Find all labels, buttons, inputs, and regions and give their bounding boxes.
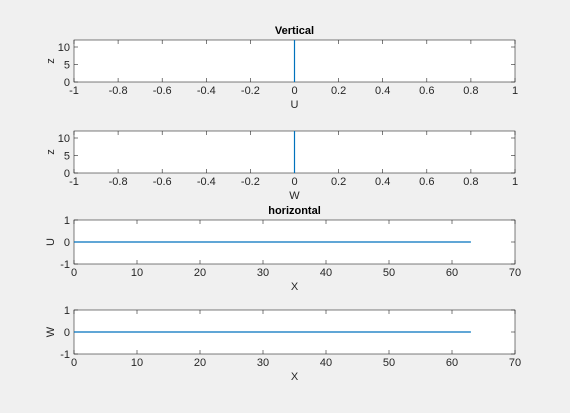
- x-tick-label: -0.4: [197, 85, 216, 97]
- x-tick-label: 10: [131, 267, 143, 279]
- x-tick-label: 0.6: [419, 176, 434, 188]
- x-tick-label: 20: [194, 357, 206, 369]
- x-tick-label: 40: [320, 357, 332, 369]
- y-axis-label: z: [45, 58, 57, 64]
- y-tick-label: 0: [64, 77, 70, 89]
- x-tick-label: 20: [194, 267, 206, 279]
- x-tick-label: 30: [257, 357, 269, 369]
- y-tick-label: -1: [60, 349, 70, 361]
- y-tick-label: 0: [64, 327, 70, 339]
- x-tick-label: 0: [71, 267, 77, 279]
- y-tick-label: 1: [64, 305, 70, 317]
- x-tick-label: 0.4: [375, 85, 390, 97]
- x-tick-label: 70: [509, 267, 521, 279]
- x-tick-label: 50: [383, 267, 395, 279]
- x-tick-label: -1: [69, 85, 79, 97]
- x-tick-label: -0.2: [241, 85, 260, 97]
- x-tick-label: -0.6: [153, 176, 172, 188]
- x-tick-label: 0.2: [331, 176, 346, 188]
- x-tick-label: 0.6: [419, 85, 434, 97]
- x-tick-label: -1: [69, 176, 79, 188]
- y-axis-label: W: [45, 326, 57, 337]
- x-axis-label: X: [291, 371, 299, 383]
- x-tick-label: 10: [131, 357, 143, 369]
- x-tick-label: 1: [512, 176, 518, 188]
- x-axis-label: U: [291, 99, 299, 111]
- y-tick-label: 5: [64, 60, 70, 72]
- x-tick-label: 0: [71, 357, 77, 369]
- x-axis-label: W: [289, 190, 300, 202]
- y-tick-label: 1: [64, 215, 70, 227]
- x-tick-label: 0: [291, 176, 297, 188]
- x-tick-label: 30: [257, 267, 269, 279]
- x-tick-label: 70: [509, 357, 521, 369]
- x-tick-label: 0.4: [375, 176, 390, 188]
- x-tick-label: 40: [320, 267, 332, 279]
- x-tick-label: -0.2: [241, 176, 260, 188]
- x-tick-label: 60: [446, 357, 458, 369]
- y-tick-label: -1: [60, 259, 70, 271]
- x-axis-label: X: [291, 281, 299, 293]
- x-tick-label: 1: [512, 85, 518, 97]
- y-axis-label: U: [45, 238, 57, 246]
- x-tick-label: 50: [383, 357, 395, 369]
- subplot-1: -1 -0.8 -0.6 -0.4 -0.2 0 0.2 0.4 0.6 0.8 10510UzVe…: [45, 25, 518, 111]
- x-tick-label: -0.8: [109, 176, 128, 188]
- y-tick-label: 5: [64, 151, 70, 163]
- y-axis-label: z: [45, 149, 57, 155]
- chart-title: Vertical: [275, 25, 314, 37]
- x-tick-label: 0.8: [463, 85, 478, 97]
- x-tick-label: -0.8: [109, 85, 128, 97]
- y-tick-label: 10: [58, 42, 70, 54]
- x-tick-label: 60: [446, 267, 458, 279]
- x-tick-label: -0.6: [153, 85, 172, 97]
- chart-title: horizontal: [268, 205, 321, 217]
- y-tick-label: 0: [64, 168, 70, 180]
- y-tick-label: 0: [64, 237, 70, 249]
- y-tick-label: 10: [58, 133, 70, 145]
- x-tick-label: 0: [291, 85, 297, 97]
- x-tick-label: 0.8: [463, 176, 478, 188]
- x-tick-label: -0.4: [197, 176, 216, 188]
- x-tick-label: 0.2: [331, 85, 346, 97]
